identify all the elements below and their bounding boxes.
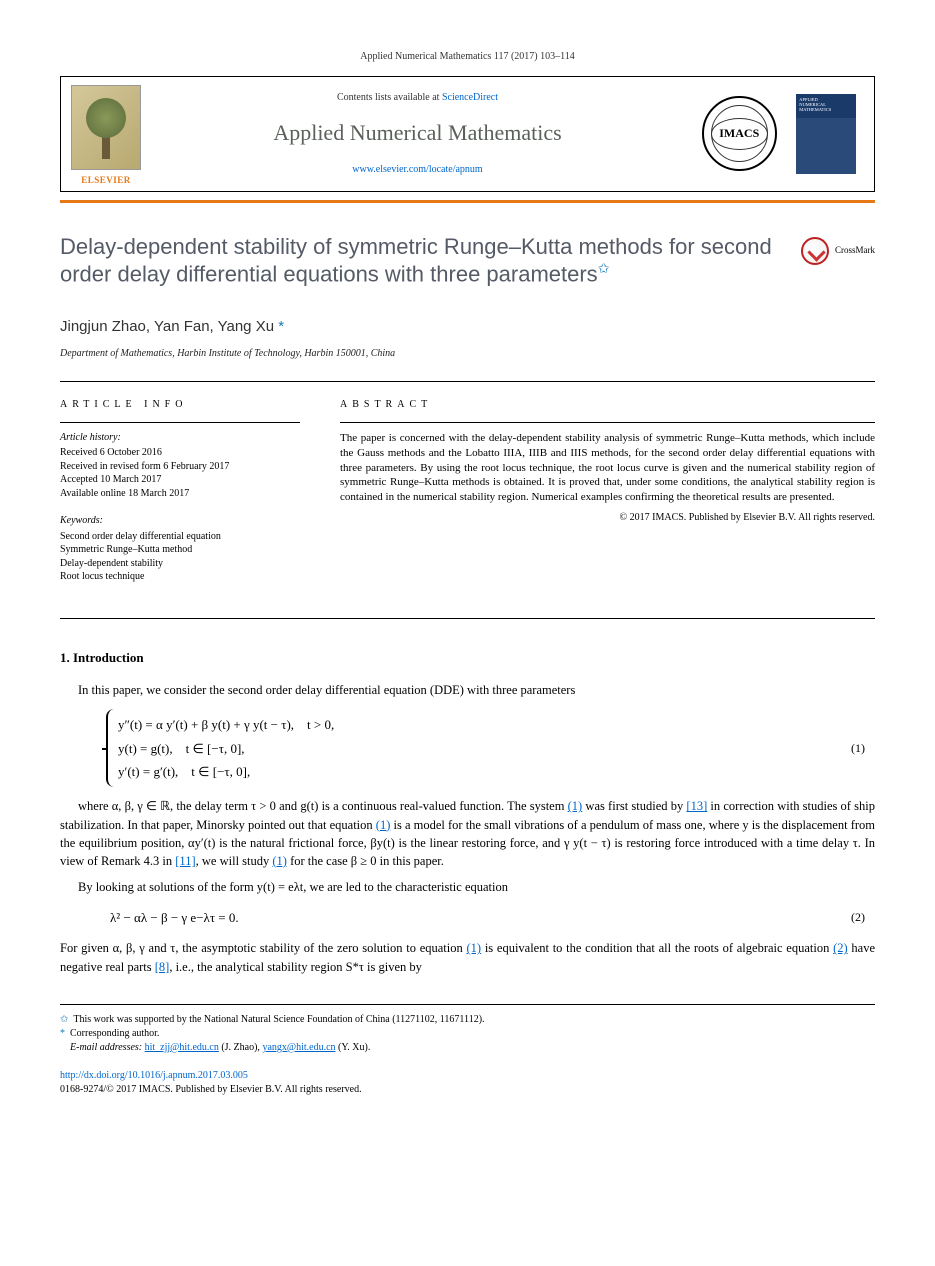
emails-label: E-mail addresses: xyxy=(70,1042,145,1053)
footnote-funding: ✩ This work was supported by the Nationa… xyxy=(60,1013,875,1027)
eq2-content: λ² − αλ − β − γ e−λτ = 0. xyxy=(100,906,851,929)
doi-block: http://dx.doi.org/10.1016/j.apnum.2017.0… xyxy=(60,1069,875,1097)
intro-para-2: where α, β, γ ∈ ℝ, the delay term τ > 0 … xyxy=(60,797,875,870)
abstract-text: The paper is concerned with the delay-de… xyxy=(340,431,875,505)
eq1-number: (1) xyxy=(851,740,875,757)
history-block: Article history: Received 6 October 2016… xyxy=(60,431,300,501)
title-text: Delay-dependent stability of symmetric R… xyxy=(60,234,772,287)
p2-b: was first studied by xyxy=(582,799,686,813)
abstract-rule xyxy=(340,422,875,423)
p2-a: where α, β, γ ∈ ℝ, the delay term τ > 0 … xyxy=(78,799,568,813)
keyword-item: Delay-dependent stability xyxy=(60,557,300,571)
body-divider xyxy=(60,618,875,619)
footnotes: ✩ This work was supported by the Nationa… xyxy=(60,1004,875,1055)
eq1-line: y″(t) = α y′(t) + β y(t) + γ y(t − τ), t… xyxy=(118,713,851,736)
eq1-line: y′(t) = g′(t), t ∈ [−τ, 0], xyxy=(118,760,851,783)
ref-link-8[interactable]: [8] xyxy=(155,960,170,974)
ref-link-eq1[interactable]: (1) xyxy=(376,818,391,832)
email-link-2[interactable]: yangx@hit.edu.cn xyxy=(262,1042,335,1053)
keyword-item: Root locus technique xyxy=(60,570,300,584)
header-right: IMACS xyxy=(684,77,874,191)
p2-f: for the case β ≥ 0 in this paper. xyxy=(287,854,444,868)
paper-title: Delay-dependent stability of symmetric R… xyxy=(60,233,781,288)
crossmark-label: CrossMark xyxy=(835,244,875,257)
keywords-block: Keywords: Second order delay differentia… xyxy=(60,514,300,584)
footnote-corresponding: * Corresponding author. xyxy=(60,1027,875,1041)
elsevier-label: ELSEVIER xyxy=(81,174,131,187)
history-item: Received 6 October 2016 xyxy=(60,446,300,460)
keywords-label: Keywords: xyxy=(60,514,300,528)
history-label: Article history: xyxy=(60,431,300,445)
history-item: Available online 18 March 2017 xyxy=(60,487,300,501)
eq2-number: (2) xyxy=(851,909,875,926)
equation-2: λ² − αλ − β − γ e−λτ = 0. (2) xyxy=(100,906,875,929)
p4-d: , i.e., the analytical stability region … xyxy=(169,960,422,974)
eq1-line: y(t) = g(t), t ∈ [−τ, 0], xyxy=(118,737,851,760)
ref-link-13[interactable]: [13] xyxy=(686,799,707,813)
intro-para-1: In this paper, we consider the second or… xyxy=(60,681,875,699)
email-link-1[interactable]: hit_zjj@hit.edu.cn xyxy=(145,1042,219,1053)
journal-url-link[interactable]: www.elsevier.com/locate/apnum xyxy=(352,164,482,175)
eq1-brace: y″(t) = α y′(t) + β y(t) + γ y(t − τ), t… xyxy=(106,709,851,787)
p4-a: For given α, β, γ and τ, the asymptotic … xyxy=(60,941,467,955)
intro-para-3: By looking at solutions of the form y(t)… xyxy=(60,878,875,896)
p2-e: , we will study xyxy=(196,854,273,868)
sciencedirect-link[interactable]: ScienceDirect xyxy=(442,92,498,103)
ref-link-11[interactable]: [11] xyxy=(175,854,195,868)
ref-link-eq1[interactable]: (1) xyxy=(568,799,583,813)
history-item: Accepted 10 March 2017 xyxy=(60,473,300,487)
ref-link-eq2[interactable]: (2) xyxy=(833,941,848,955)
fn2-text: Corresponding author. xyxy=(70,1028,159,1039)
affiliation: Department of Mathematics, Harbin Instit… xyxy=(60,347,875,361)
journal-header: ELSEVIER Contents lists available at Sci… xyxy=(60,76,875,192)
p4-b: is equivalent to the condition that all … xyxy=(481,941,833,955)
contents-prefix: Contents lists available at xyxy=(337,92,442,103)
ref-link-eq1[interactable]: (1) xyxy=(467,941,482,955)
intro-para-4: For given α, β, γ and τ, the asymptotic … xyxy=(60,939,875,975)
journal-cover-icon xyxy=(796,94,856,174)
title-footnote-star-icon: ✩ xyxy=(598,260,610,276)
email2-who: (Y. Xu). xyxy=(336,1042,371,1053)
article-info-column: article info Article history: Received 6… xyxy=(60,398,300,598)
article-info-heading: article info xyxy=(60,398,300,412)
abstract-column: abstract The paper is concerned with the… xyxy=(340,398,875,598)
orange-divider xyxy=(60,200,875,203)
footnote-emails: E-mail addresses: hit_zjj@hit.edu.cn (J.… xyxy=(60,1041,875,1055)
email1-who: (J. Zhao), xyxy=(219,1042,263,1053)
info-rule xyxy=(60,422,300,423)
doi-link[interactable]: http://dx.doi.org/10.1016/j.apnum.2017.0… xyxy=(60,1070,248,1081)
authors-line: Jingjun Zhao, Yan Fan, Yang Xu * xyxy=(60,316,875,337)
issn-copyright: 0168-9274/© 2017 IMACS. Published by Els… xyxy=(60,1084,362,1095)
keyword-item: Symmetric Runge–Kutta method xyxy=(60,543,300,557)
meta-divider xyxy=(60,381,875,382)
publisher-logo-block: ELSEVIER xyxy=(61,77,151,191)
corresponding-star-icon: * xyxy=(274,318,284,335)
ref-link-eq1[interactable]: (1) xyxy=(272,854,287,868)
keyword-item: Second order delay differential equation xyxy=(60,530,300,544)
crossmark-badge[interactable]: CrossMark xyxy=(801,237,875,265)
crossmark-icon xyxy=(801,237,829,265)
authors-text: Jingjun Zhao, Yan Fan, Yang Xu xyxy=(60,318,274,335)
abstract-copyright: © 2017 IMACS. Published by Elsevier B.V.… xyxy=(340,511,875,525)
eq1-content: y″(t) = α y′(t) + β y(t) + γ y(t − τ), t… xyxy=(100,709,851,787)
footnote-asterisk-icon: * xyxy=(60,1028,65,1039)
title-row: Delay-dependent stability of symmetric R… xyxy=(60,233,875,288)
footnote-star-icon: ✩ xyxy=(60,1014,68,1025)
imacs-logo-icon: IMACS xyxy=(702,96,777,171)
abstract-heading: abstract xyxy=(340,398,875,412)
header-center: Contents lists available at ScienceDirec… xyxy=(151,77,684,191)
history-item: Received in revised form 6 February 2017 xyxy=(60,460,300,474)
contents-available: Contents lists available at ScienceDirec… xyxy=(161,91,674,105)
citation-line: Applied Numerical Mathematics 117 (2017)… xyxy=(60,50,875,64)
elsevier-tree-icon xyxy=(71,85,141,170)
equation-1: y″(t) = α y′(t) + β y(t) + γ y(t − τ), t… xyxy=(100,709,875,787)
journal-homepage: www.elsevier.com/locate/apnum xyxy=(161,163,674,177)
meta-row: article info Article history: Received 6… xyxy=(60,398,875,598)
section-1-heading: 1. Introduction xyxy=(60,649,875,667)
journal-name: Applied Numerical Mathematics xyxy=(161,118,674,149)
fn1-text: This work was supported by the National … xyxy=(73,1014,484,1025)
